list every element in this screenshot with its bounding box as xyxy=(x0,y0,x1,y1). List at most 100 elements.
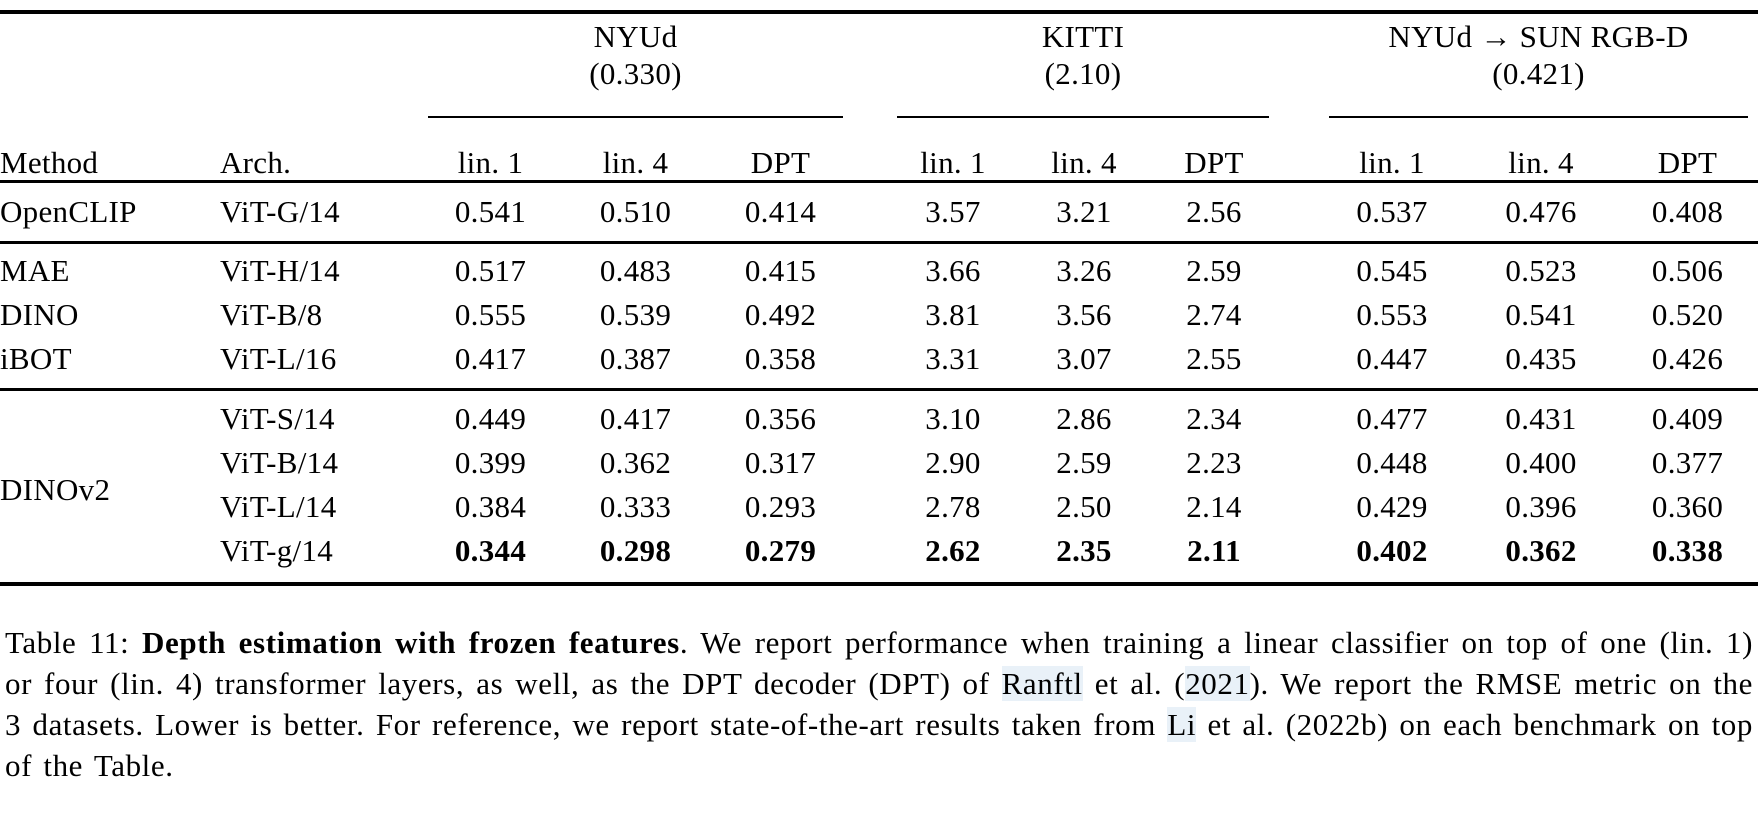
column-spacer xyxy=(853,243,887,294)
group-underline-cell xyxy=(887,92,1279,118)
value-cell: 0.541 xyxy=(1505,297,1577,332)
column-spacer xyxy=(1279,293,1319,337)
value-cell: 3.26 xyxy=(1056,253,1112,288)
column-spacer xyxy=(1279,337,1319,390)
column-spacer xyxy=(1279,182,1319,243)
openclip-block: OpenCLIP ViT-G/14 0.541 0.510 0.414 3.57… xyxy=(0,182,1758,243)
value-cell: 0.360 xyxy=(1651,489,1724,524)
sota-reference-row: (0.330) (2.10) (0.421) xyxy=(0,56,1758,92)
value-cell: 0.358 xyxy=(744,341,817,376)
value-cell: 0.402 xyxy=(1356,533,1428,568)
value-cell: 0.523 xyxy=(1505,253,1577,288)
value-cell: 3.21 xyxy=(1056,194,1112,229)
value-cell: 0.520 xyxy=(1651,297,1724,332)
method-cell: MAE xyxy=(0,253,70,288)
value-cell: 3.10 xyxy=(925,401,981,436)
value-cell: 0.400 xyxy=(1505,445,1577,480)
value-cell: 2.56 xyxy=(1186,194,1242,229)
group-underline xyxy=(1329,116,1749,118)
value-cell: 0.414 xyxy=(744,194,817,229)
value-cell: 0.476 xyxy=(1505,194,1577,229)
column-spacer xyxy=(853,390,887,442)
value-cell: 2.59 xyxy=(1186,253,1242,288)
subcol-header-lin4: lin. 4 xyxy=(602,145,669,180)
value-cell: 0.362 xyxy=(1505,533,1577,568)
caption-text: et al. (2022b) on each benchmark on top … xyxy=(5,707,1754,783)
value-cell: 0.344 xyxy=(454,533,527,568)
caption-title: Depth estimation with frozen features xyxy=(142,625,680,660)
value-cell: 2.74 xyxy=(1186,297,1242,332)
col-arch-header: Arch. xyxy=(220,145,292,180)
group-underline xyxy=(428,116,844,118)
arch-cell: ViT-G/14 xyxy=(220,194,340,229)
value-cell: 2.62 xyxy=(925,533,981,568)
column-spacer xyxy=(853,485,887,529)
subcol-header-lin4: lin. 4 xyxy=(1051,145,1117,180)
value-cell: 0.449 xyxy=(454,401,527,436)
citation-link-ranftl[interactable]: Ranftl xyxy=(1001,666,1083,701)
arch-cell: ViT-L/14 xyxy=(220,489,337,524)
value-cell: 2.23 xyxy=(1186,445,1242,480)
table-label: Table 11: xyxy=(5,625,143,660)
value-cell: 2.34 xyxy=(1186,401,1242,436)
dinov2-block: DINOv2 ViT-S/14 0.449 0.417 0.356 3.10 2… xyxy=(0,390,1758,585)
caption-text: et al. ( xyxy=(1082,666,1186,701)
column-spacer xyxy=(853,293,887,337)
subcol-header-lin1: lin. 1 xyxy=(1359,145,1425,180)
value-cell: 0.362 xyxy=(599,445,672,480)
value-cell: 0.415 xyxy=(744,253,817,288)
column-spacer xyxy=(1279,12,1319,182)
subcol-header-dpt: DPT xyxy=(1657,145,1718,180)
group-header-nyud-sun: NYUd → SUN RGB-D xyxy=(1388,19,1689,54)
group-underline-row xyxy=(0,92,1758,118)
table-row: DINO ViT-B/8 0.555 0.539 0.492 3.81 3.56… xyxy=(0,293,1758,337)
column-spacer xyxy=(1279,441,1319,485)
column-spacer xyxy=(853,337,887,390)
value-cell: 3.56 xyxy=(1056,297,1112,332)
arch-cell: ViT-H/14 xyxy=(220,253,340,288)
table-row: iBOT ViT-L/16 0.417 0.387 0.358 3.31 3.0… xyxy=(0,337,1758,390)
arch-cell: ViT-B/8 xyxy=(220,297,323,332)
value-cell: 2.50 xyxy=(1056,489,1112,524)
table-row: DINOv2 ViT-S/14 0.449 0.417 0.356 3.10 2… xyxy=(0,390,1758,507)
subcol-header-lin1: lin. 1 xyxy=(920,145,986,180)
table-row: MAE ViT-H/14 0.517 0.483 0.415 3.66 3.26… xyxy=(0,243,1758,294)
value-cell: 2.14 xyxy=(1186,489,1242,524)
column-spacer xyxy=(853,12,887,182)
table-row: ViT-L/14 0.384 0.333 0.293 2.78 2.50 2.1… xyxy=(0,485,1758,529)
method-cell: DINOv2 xyxy=(0,471,111,507)
subcolumn-header-row: lin. 1 lin. 4 DPT lin. 1 lin. 4 DPT lin.… xyxy=(0,118,1758,182)
value-cell: 3.31 xyxy=(925,341,981,376)
value-cell: 0.517 xyxy=(454,253,527,288)
citation-link-li[interactable]: Li xyxy=(1167,707,1197,742)
col-method-header: Method xyxy=(0,145,99,180)
value-cell: 0.555 xyxy=(454,297,527,332)
column-spacer xyxy=(1279,243,1319,294)
group-header-row: Method Arch. NYUd KITTI NYUd → SUN RGB-D xyxy=(0,12,1758,179)
value-cell: 0.409 xyxy=(1651,401,1724,436)
value-cell: 0.387 xyxy=(599,341,672,376)
arch-cell: ViT-L/16 xyxy=(220,341,337,376)
subcol-header-dpt: DPT xyxy=(1184,145,1244,180)
subcol-header-lin1: lin. 1 xyxy=(457,145,524,180)
subcol-header-lin4: lin. 4 xyxy=(1508,145,1574,180)
value-cell: 2.78 xyxy=(925,489,981,524)
group-sota-kitti: (2.10) xyxy=(1044,56,1122,91)
value-cell: 0.448 xyxy=(1356,445,1428,480)
table-header: Method Arch. NYUd KITTI NYUd → SUN RGB-D… xyxy=(0,12,1758,182)
value-cell: 0.492 xyxy=(744,297,817,332)
value-cell: 0.279 xyxy=(744,533,817,568)
group-underline-cell xyxy=(1319,92,1758,118)
value-cell: 0.506 xyxy=(1651,253,1724,288)
group-underline-cell xyxy=(418,92,853,118)
column-spacer xyxy=(853,182,887,243)
group-header-kitti: KITTI xyxy=(1041,19,1125,54)
group-underline xyxy=(897,116,1270,118)
column-spacer xyxy=(1279,390,1319,442)
caption-text: ). We report the RMSE metric on the 3 da… xyxy=(5,666,1753,742)
value-cell: 0.396 xyxy=(1505,489,1577,524)
citation-link-2021[interactable]: 2021 xyxy=(1185,666,1250,701)
value-cell: 2.11 xyxy=(1187,533,1241,568)
value-cell: 0.431 xyxy=(1505,401,1577,436)
value-cell: 2.55 xyxy=(1186,341,1242,376)
